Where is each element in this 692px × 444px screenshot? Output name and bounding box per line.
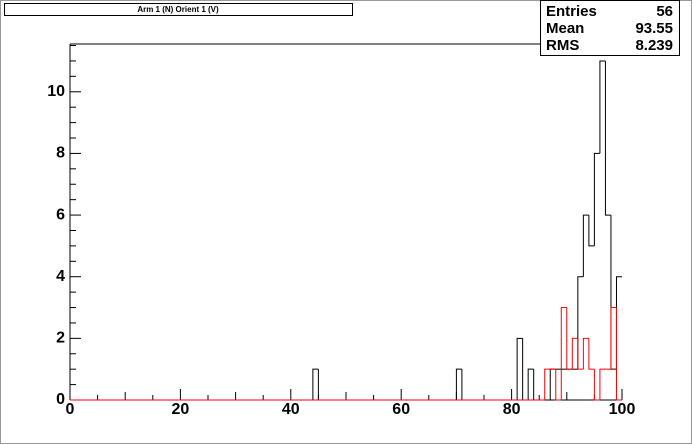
chart-title: Arm 1 (N) Orient 1 (V) [137,5,219,14]
histogram-bin [312,368,319,400]
histogram-bin [560,307,567,400]
y-tick-label: 8 [56,145,65,162]
histogram-bin [599,368,606,400]
plot: 0 20 40 60 80 100 0 2 4 6 8 10 [47,43,636,418]
histogram-bin [593,152,600,246]
x-tick-label: 100 [609,401,636,418]
histogram-bin [588,338,595,370]
y-tick-label: 2 [56,330,65,347]
histogram-bin [593,369,600,401]
histogram-bin [610,307,617,370]
histogram-bin [582,337,589,370]
stats-box [540,0,680,56]
y-tick-label: 10 [47,83,65,100]
histogram-bin [566,307,573,370]
histogram-bin [555,369,562,401]
x-tick-label: 60 [392,401,410,418]
x-tick-label: 0 [66,401,75,418]
histogram-bin [599,60,606,154]
histogram-bin [527,368,534,400]
histogram-bin [577,338,584,370]
stat-label: Mean [546,20,584,37]
stats: Entries 56 Mean 93.55 RMS 8.239 [546,3,673,54]
x-tick-label: 20 [172,401,190,418]
histogram-bin [544,368,551,400]
histogram-bin [516,337,523,400]
stat-label: RMS [546,37,579,54]
histogram-bin [455,368,462,400]
histogram-bin [588,215,595,247]
x-tick-label: 80 [503,401,521,418]
y-tick-label: 4 [56,268,65,285]
y-tick-label: 0 [56,391,65,408]
histogram-bin [604,60,611,216]
title-box [4,3,353,16]
stat-value: 56 [656,3,673,20]
y-tick-label: 6 [56,206,65,223]
stat-value: 8.239 [635,37,673,54]
histogram-bin [615,307,622,401]
stat-value: 93.55 [635,20,673,37]
histogram-bin [571,337,578,370]
stat-label: Entries [546,3,597,20]
x-tick-label: 40 [282,401,300,418]
histogram-bin [582,214,589,277]
